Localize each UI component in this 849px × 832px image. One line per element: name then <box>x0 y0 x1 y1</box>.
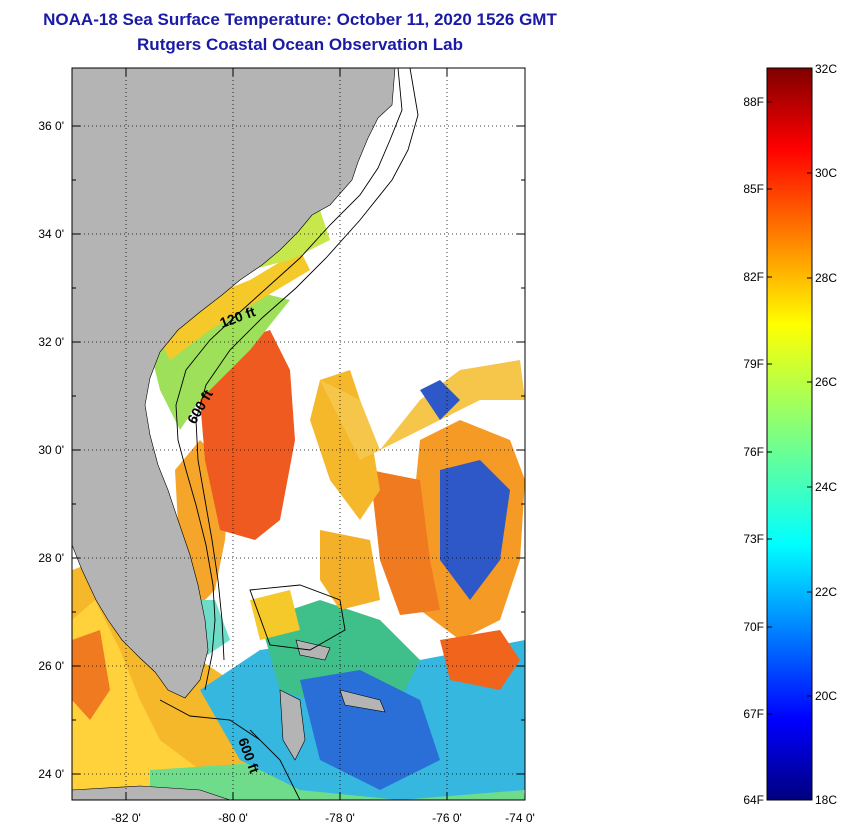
map-subtitle: Rutgers Coastal Ocean Observation Lab <box>137 35 463 54</box>
longitude-labels: -82 0' -80 0' -78 0' -76 0' -74 0' <box>111 811 535 825</box>
lon-label: -82 0' <box>111 811 141 825</box>
land-layer <box>72 68 396 800</box>
colorbar-f-label: 82F <box>743 270 764 284</box>
colorbar-f-label: 64F <box>743 793 764 807</box>
lat-label: 36 0' <box>38 119 64 133</box>
map-frame <box>71 67 526 801</box>
colorbar-c-label: 24C <box>815 480 837 494</box>
depth-contours <box>159 68 419 800</box>
lat-label: 28 0' <box>38 551 64 565</box>
colorbar-f-label: 76F <box>743 445 764 459</box>
sst-data-layer <box>72 210 525 800</box>
colorbar-c-label: 18C <box>815 793 837 807</box>
colorbar-f-label: 67F <box>743 707 764 721</box>
lon-label: -80 0' <box>218 811 248 825</box>
colorbar <box>766 67 813 801</box>
lon-label: -76 0' <box>432 811 462 825</box>
lat-label: 30 0' <box>38 443 64 457</box>
map-title: NOAA-18 Sea Surface Temperature: October… <box>43 10 557 29</box>
colorbar-f-label: 79F <box>743 357 764 371</box>
map-area: 120 ft 600 ft 600 ft <box>72 68 525 800</box>
lon-label: -78 0' <box>325 811 355 825</box>
colorbar-f-label: 70F <box>743 620 764 634</box>
lat-label: 26 0' <box>38 659 64 673</box>
latitude-labels: 36 0' 34 0' 32 0' 30 0' 28 0' 26 0' 24 0… <box>38 119 64 781</box>
colorbar-celsius-labels: 32C 30C 28C 26C 24C 22C 20C 18C <box>815 62 837 807</box>
colorbar-ticks <box>767 101 812 715</box>
colorbar-c-label: 22C <box>815 585 837 599</box>
lat-label: 32 0' <box>38 335 64 349</box>
colorbar-fahrenheit-labels: 88F 85F 82F 79F 76F 73F 70F 67F 64F <box>743 95 764 807</box>
colorbar-f-label: 88F <box>743 95 764 109</box>
colorbar-c-label: 26C <box>815 375 837 389</box>
lon-label: -74 0' <box>505 811 535 825</box>
colorbar-f-label: 85F <box>743 182 764 196</box>
colorbar-c-label: 30C <box>815 166 837 180</box>
colorbar-c-label: 32C <box>815 62 837 76</box>
colorbar-f-label: 73F <box>743 532 764 546</box>
colorbar-c-label: 20C <box>815 689 837 703</box>
colorbar-c-label: 28C <box>815 271 837 285</box>
lat-label: 34 0' <box>38 227 64 241</box>
axis-ticks <box>72 68 525 800</box>
lat-label: 24 0' <box>38 767 64 781</box>
